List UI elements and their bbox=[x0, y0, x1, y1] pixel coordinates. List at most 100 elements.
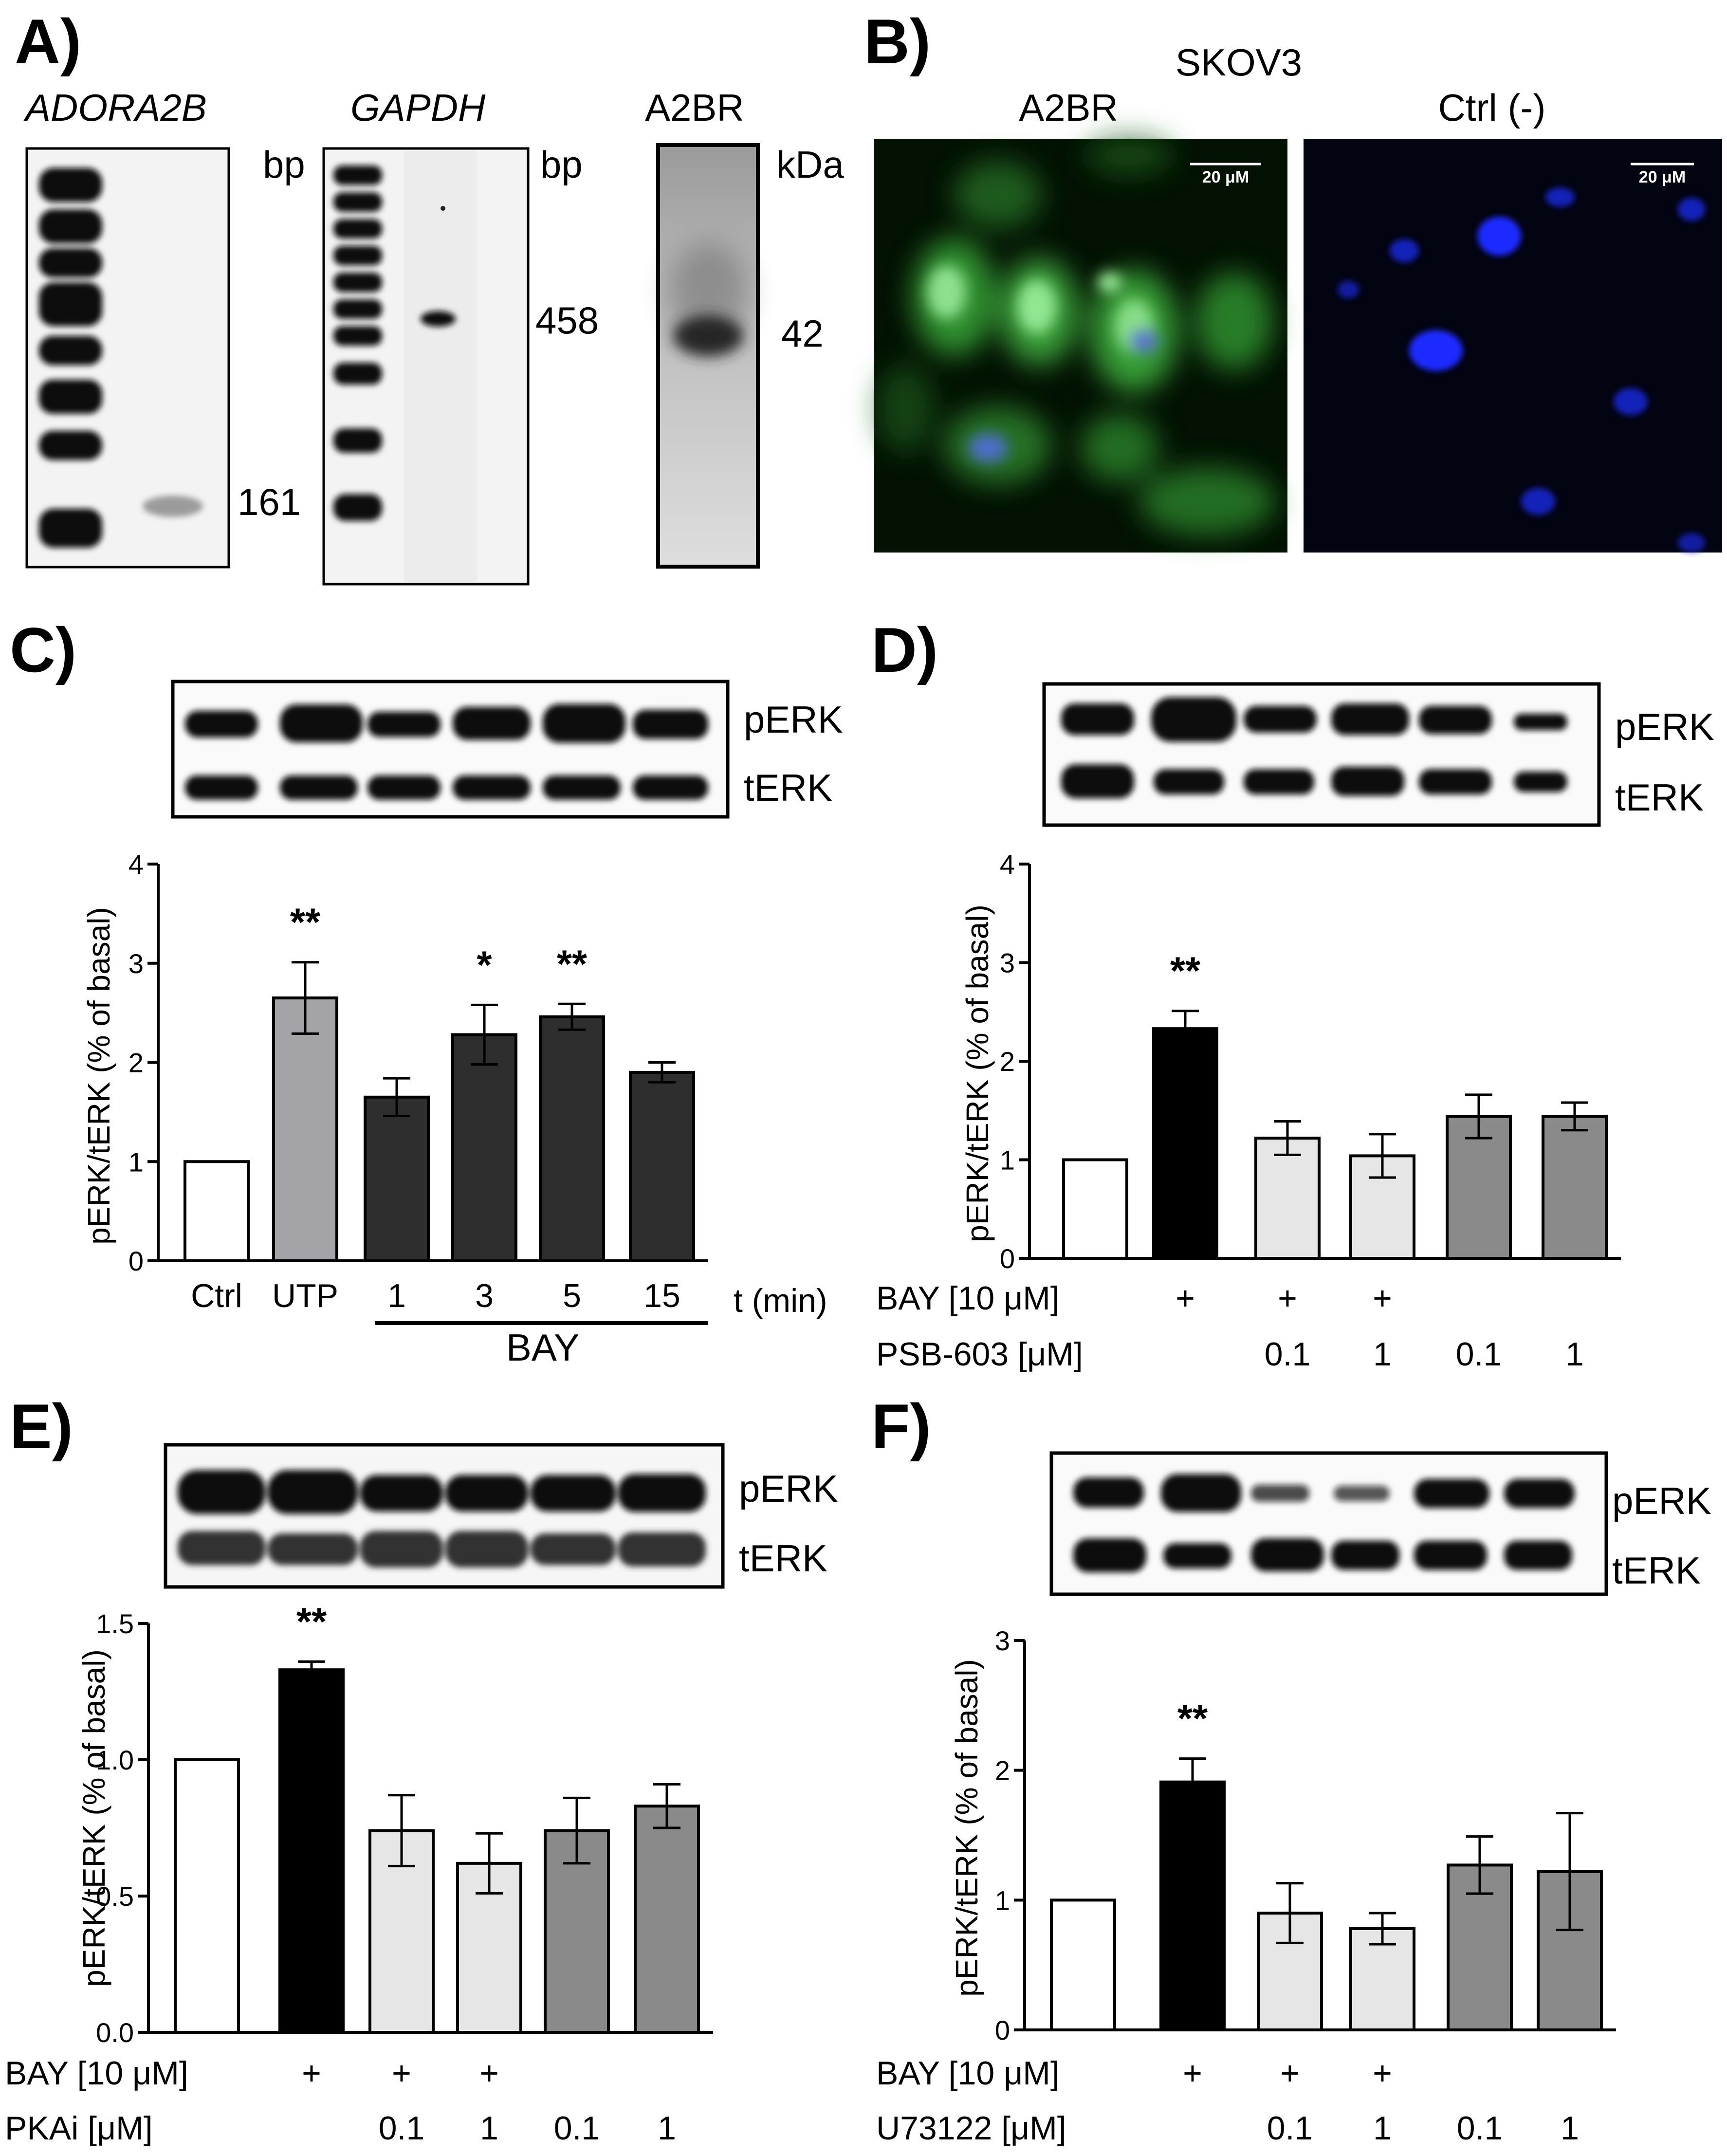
bar bbox=[278, 1668, 345, 2034]
chart-d-row2-label: PSB-603 [μM] bbox=[876, 1336, 1083, 1373]
bar bbox=[272, 996, 338, 1262]
x-category-label: 1 bbox=[387, 1277, 406, 1314]
y-tick-label: 2 bbox=[1000, 1046, 1015, 1077]
treatment-row2-value: 0.1 bbox=[1267, 2110, 1313, 2147]
blot-panel-d bbox=[1042, 682, 1601, 827]
blot-a2br bbox=[656, 143, 760, 569]
chart-e-row1-label: BAY [10 μM] bbox=[5, 2055, 188, 2092]
y-tick-label: 0 bbox=[129, 1246, 144, 1276]
y-tick-label: 1 bbox=[995, 1885, 1010, 1916]
x-category-label: 5 bbox=[563, 1277, 581, 1314]
treatment-row1-mark: + bbox=[479, 2055, 499, 2092]
scale-bar-left-label: 20 μM bbox=[1202, 168, 1249, 186]
panel-b-right-label: Ctrl (-) bbox=[1438, 86, 1546, 129]
bar bbox=[174, 1758, 240, 2034]
y-tick-label: 4 bbox=[1000, 849, 1015, 880]
treatment-row1-mark: + bbox=[1373, 1280, 1392, 1317]
significance-marker: ** bbox=[1177, 1697, 1208, 1740]
chart-d-ylabel: pERK/tERK (% of basal) bbox=[960, 904, 995, 1242]
y-tick-label: 1.0 bbox=[96, 1745, 134, 1775]
blot-a2br-band-label: 42 bbox=[781, 312, 824, 355]
bar bbox=[629, 1070, 695, 1262]
bar bbox=[364, 1095, 430, 1262]
scale-bar-right-label: 20 μM bbox=[1639, 168, 1686, 186]
y-tick-label: 2 bbox=[995, 1755, 1010, 1786]
chart-e-ylabel: pERK/tERK (% of basal) bbox=[76, 1649, 111, 1987]
bar-chart-e: 0.0 0.5 1.0 1.5 ** + +0.1 +1 0.1 1 bbox=[96, 1600, 713, 2147]
treatment-row2-value: 1 bbox=[1565, 1336, 1584, 1373]
panel-b-left-label: A2BR bbox=[1019, 86, 1118, 129]
treatment-row2-value: 0.1 bbox=[1265, 1336, 1311, 1373]
chart-e-row2-label: PKAi [μM] bbox=[5, 2110, 153, 2147]
blot-c-terk-label: tERK bbox=[744, 766, 832, 809]
blot-f-terk-label: tERK bbox=[1612, 1549, 1701, 1592]
panel-b-letter: B) bbox=[864, 6, 931, 77]
y-tick-label: 0.5 bbox=[96, 1881, 134, 1912]
treatment-row1-mark: + bbox=[1280, 2055, 1300, 2092]
treatment-row1-mark: + bbox=[302, 2055, 321, 2092]
panel-a-letter: A) bbox=[15, 6, 81, 77]
chart-c-ylabel: pERK/tERK (% of basal) bbox=[81, 907, 116, 1245]
chart-f-ylabel: pERK/tERK (% of basal) bbox=[949, 1659, 984, 1997]
x-category-label: 15 bbox=[643, 1277, 680, 1314]
bar bbox=[1159, 1780, 1226, 2032]
chart-f-row1-label: BAY [10 μM] bbox=[876, 2055, 1060, 2092]
gel-adora2b-title: ADORA2B bbox=[23, 86, 207, 129]
micrograph-negative-control: 20 μM bbox=[1304, 139, 1722, 553]
bar bbox=[1542, 1115, 1608, 1260]
bar bbox=[634, 1805, 700, 2034]
y-tick-label: 4 bbox=[129, 849, 144, 880]
bar bbox=[1062, 1158, 1128, 1260]
treatment-row1-mark: + bbox=[1176, 1280, 1195, 1317]
gel-adora2b bbox=[25, 147, 230, 569]
bar bbox=[1152, 1027, 1218, 1260]
blot-d-perk-label: pERK bbox=[1615, 705, 1714, 748]
bar bbox=[1446, 1115, 1512, 1260]
micrograph-a2br: 20 μM bbox=[874, 136, 1287, 553]
y-tick-label: 3 bbox=[129, 948, 144, 979]
y-tick-label: 3 bbox=[1000, 948, 1015, 978]
panel-c-letter: C) bbox=[10, 614, 76, 685]
y-tick-label: 2 bbox=[129, 1048, 144, 1078]
panel-b-title: SKOV3 bbox=[1176, 41, 1302, 84]
treatment-row2-value: 0.1 bbox=[554, 2110, 600, 2147]
x-category-label: 3 bbox=[475, 1277, 494, 1314]
bar bbox=[184, 1160, 250, 1262]
chart-d-row1-label: BAY [10 μM] bbox=[876, 1280, 1060, 1317]
treatment-row1-mark: + bbox=[1278, 1280, 1297, 1317]
blot-c-perk-label: pERK bbox=[744, 698, 843, 741]
blot-a2br-unit: kDa bbox=[776, 143, 844, 186]
y-tick-label: 0 bbox=[995, 2015, 1010, 2045]
treatment-row1-mark: + bbox=[1183, 2055, 1202, 2092]
blot-panel-f bbox=[1049, 1451, 1608, 1596]
y-tick-label: 1 bbox=[129, 1146, 144, 1177]
blot-e-perk-label: pERK bbox=[739, 1467, 838, 1510]
gel-gapdh-unit: bp bbox=[540, 143, 583, 186]
x-category-label: UTP bbox=[272, 1277, 338, 1314]
gel-gapdh bbox=[322, 147, 530, 586]
treatment-row2-value: 1 bbox=[1561, 2110, 1579, 2147]
treatment-row1-mark: + bbox=[392, 2055, 411, 2092]
blot-a2br-title: A2BR bbox=[645, 86, 744, 129]
treatment-row1-mark: + bbox=[1373, 2055, 1392, 2092]
panel-e-letter: E) bbox=[10, 1391, 73, 1462]
chart-c-group-label: BAY bbox=[506, 1326, 579, 1369]
bar-chart-c: 0 1 2 3 4 Ctrl ** UTP 1 * 3 ** 5 15 bbox=[129, 849, 708, 1314]
x-category-label: Ctrl bbox=[191, 1277, 242, 1314]
blot-panel-c bbox=[171, 680, 730, 819]
y-tick-label: 3 bbox=[995, 1625, 1010, 1656]
significance-marker: * bbox=[477, 943, 492, 986]
y-tick-label: 0.0 bbox=[96, 2017, 134, 2048]
bar bbox=[539, 1015, 605, 1262]
blot-panel-e bbox=[164, 1443, 725, 1589]
y-tick-label: 1.5 bbox=[96, 1608, 134, 1639]
significance-marker: ** bbox=[1170, 949, 1201, 993]
treatment-row2-value: 0.1 bbox=[1456, 1336, 1502, 1373]
chart-c-x-suffix: t (min) bbox=[734, 1282, 827, 1319]
treatment-row2-value: 1 bbox=[658, 2110, 676, 2147]
chart-f-row2-label: U73122 [μM] bbox=[876, 2110, 1066, 2147]
significance-marker: ** bbox=[296, 1600, 327, 1643]
treatment-row2-value: 0.1 bbox=[379, 2110, 425, 2147]
y-tick-label: 1 bbox=[1000, 1145, 1015, 1176]
